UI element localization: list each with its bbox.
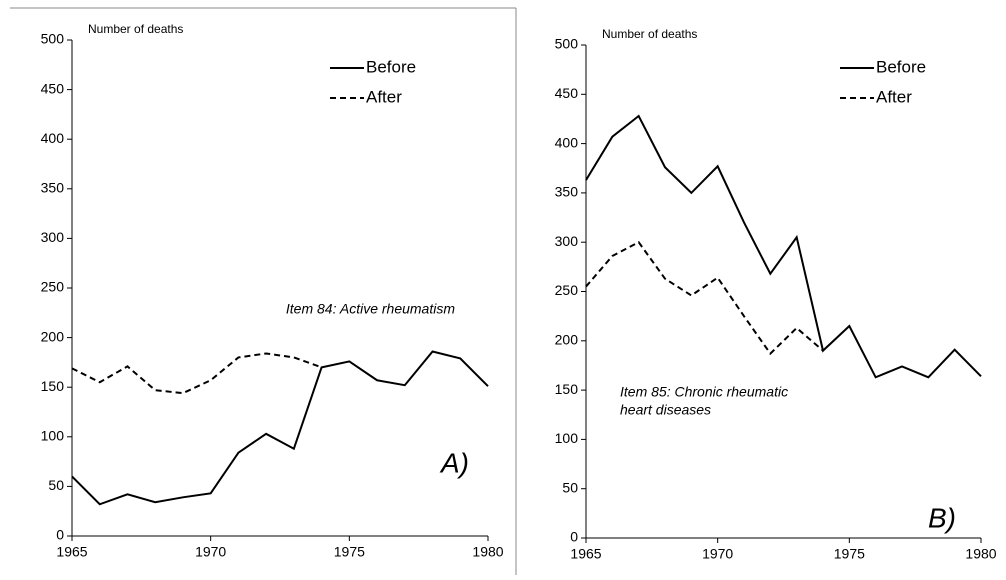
y-tick-label: 500 bbox=[555, 36, 579, 52]
y-tick-label: 200 bbox=[555, 332, 579, 348]
y-tick-label: 350 bbox=[555, 184, 579, 200]
panel-label: B) bbox=[928, 502, 956, 533]
x-tick-label: 1970 bbox=[195, 544, 226, 560]
annotation: heart diseases bbox=[620, 402, 711, 418]
legend-label: Before bbox=[876, 57, 926, 76]
y-axis-label: Number of deaths bbox=[88, 22, 183, 36]
y-tick-label: 100 bbox=[555, 430, 579, 446]
legend-label: After bbox=[366, 87, 402, 106]
line-series bbox=[71, 352, 322, 395]
y-tick-label: 400 bbox=[555, 134, 579, 150]
y-tick-label: 250 bbox=[41, 279, 65, 295]
x-tick-label: 1975 bbox=[834, 546, 865, 562]
y-tick-label: 300 bbox=[41, 229, 65, 245]
x-tick-label: 1980 bbox=[472, 544, 503, 560]
line-series bbox=[585, 114, 982, 379]
line-series bbox=[585, 240, 824, 356]
y-tick-label: 150 bbox=[555, 381, 579, 397]
y-tick-label: 500 bbox=[41, 31, 65, 47]
y-tick-label: 50 bbox=[48, 477, 64, 493]
y-tick-label: 450 bbox=[555, 85, 579, 101]
y-tick-label: 200 bbox=[41, 328, 65, 344]
legend-label: After bbox=[876, 87, 912, 106]
annotation: Item 84: Active rheumatism bbox=[286, 301, 455, 317]
y-tick-label: 450 bbox=[41, 80, 65, 96]
y-tick-label: 100 bbox=[41, 428, 65, 444]
line-series bbox=[71, 350, 489, 506]
y-tick-label: 0 bbox=[56, 527, 64, 543]
x-tick-label: 1975 bbox=[334, 544, 365, 560]
panel-label: A) bbox=[439, 447, 469, 478]
y-tick-label: 250 bbox=[555, 282, 579, 298]
x-tick-label: 1965 bbox=[56, 544, 87, 560]
y-tick-label: 300 bbox=[555, 233, 579, 249]
y-tick-label: 350 bbox=[41, 180, 65, 196]
annotation: Item 85: Chronic rheumatic bbox=[620, 384, 788, 400]
x-tick-label: 1980 bbox=[965, 546, 996, 562]
y-axis-label: Number of deaths bbox=[602, 27, 697, 41]
y-tick-label: 50 bbox=[562, 479, 578, 495]
x-tick-label: 1965 bbox=[570, 546, 601, 562]
y-tick-label: 0 bbox=[570, 529, 578, 545]
y-tick-label: 150 bbox=[41, 378, 65, 394]
y-tick-label: 400 bbox=[41, 130, 65, 146]
x-tick-label: 1970 bbox=[702, 546, 733, 562]
legend-label: Before bbox=[366, 57, 416, 76]
